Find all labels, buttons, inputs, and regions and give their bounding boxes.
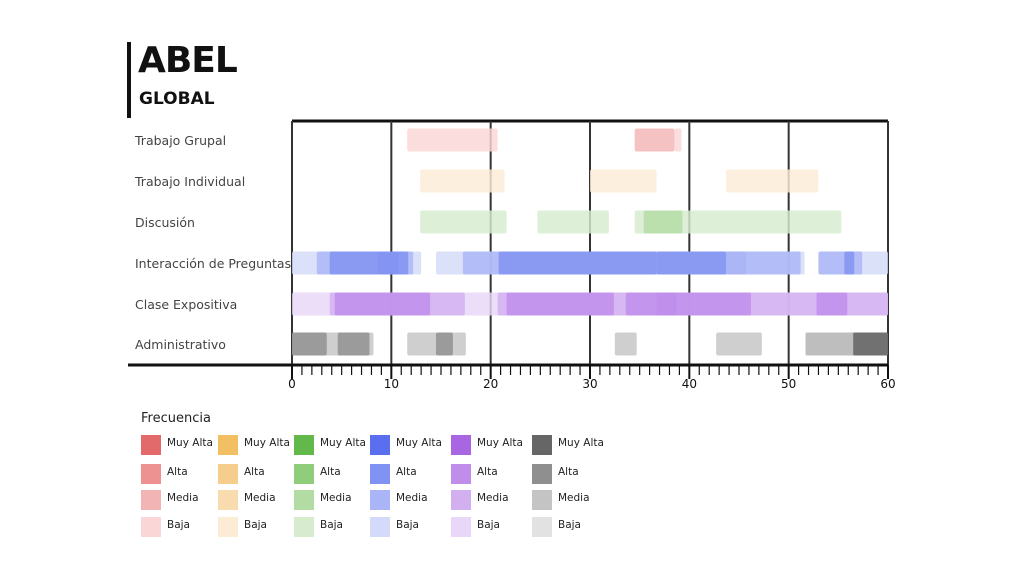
bar-segment: [334, 292, 431, 316]
legend-label: Alta: [167, 466, 188, 478]
legend-label: Baja: [396, 519, 419, 531]
legend-swatch: [532, 464, 552, 484]
bar-segment: [656, 251, 727, 275]
category-label: Trabajo Individual: [134, 174, 245, 189]
bar-segment: [420, 210, 507, 234]
bar-segment: [816, 292, 848, 316]
gantt-chart: Trabajo Grupal Trabajo Individual Discusió…: [128, 119, 896, 391]
bar-segment: [853, 332, 888, 356]
bar-segment: [377, 251, 399, 275]
legend-label: Baja: [558, 519, 581, 531]
legend-label: Media: [244, 492, 276, 504]
page-title: ABEL: [138, 40, 238, 81]
x-tick-label: 60: [880, 377, 895, 391]
legend-swatch: [294, 464, 314, 484]
bar-segment: [625, 292, 751, 316]
x-tick-label: 30: [582, 377, 597, 391]
legend-swatch: [370, 517, 390, 537]
legend-swatch: [451, 517, 471, 537]
x-tick-label: 40: [682, 377, 697, 391]
legend-label: Alta: [558, 466, 579, 478]
legend-swatch: [451, 464, 471, 484]
legend-label: Muy Alta: [320, 437, 366, 449]
x-tick-label: 0: [288, 377, 296, 391]
x-tick-label: 50: [781, 377, 796, 391]
bar-segment: [643, 210, 683, 234]
legend-label: Muy Alta: [396, 437, 442, 449]
bar-segment: [337, 332, 370, 356]
legend-swatch: [141, 464, 161, 484]
bar-segment: [506, 292, 614, 316]
legend-label: Baja: [244, 519, 267, 531]
legend-swatch: [370, 464, 390, 484]
legend-label: Media: [558, 492, 590, 504]
bar-segment: [634, 128, 675, 152]
category-label: Interacción de Preguntas: [135, 256, 291, 271]
legend-swatch: [370, 490, 390, 510]
legend-label: Alta: [477, 466, 498, 478]
legend-title: Frecuencia: [141, 411, 211, 426]
bar-segment: [674, 128, 682, 152]
legend-swatch: [141, 517, 161, 537]
bar-segment: [436, 332, 453, 356]
bar-segment: [407, 128, 498, 152]
bar-segment: [818, 251, 863, 275]
x-tick-label: 20: [483, 377, 498, 391]
page-subtitle: GLOBAL: [139, 89, 215, 109]
legend-swatch: [451, 435, 471, 455]
legend-swatch: [532, 517, 552, 537]
category-label: Clase Expositiva: [135, 297, 237, 312]
legend-swatch: [294, 517, 314, 537]
bar-segment: [656, 292, 677, 316]
legend-label: Media: [396, 492, 428, 504]
legend-swatch: [218, 464, 238, 484]
legend-label: Muy Alta: [167, 437, 213, 449]
legend-swatch: [451, 490, 471, 510]
legend-label: Muy Alta: [558, 437, 604, 449]
bar-segment: [590, 169, 657, 193]
legend-swatch: [370, 435, 390, 455]
legend-label: Baja: [477, 519, 500, 531]
legend-swatch: [218, 490, 238, 510]
legend-swatch: [294, 435, 314, 455]
bar-segment: [844, 251, 855, 275]
legend-swatch: [532, 490, 552, 510]
bar-segment: [537, 210, 609, 234]
legend-swatch: [294, 490, 314, 510]
legend-label: Alta: [396, 466, 417, 478]
bar-segment: [726, 169, 819, 193]
bar-segment: [420, 169, 505, 193]
legend-label: Alta: [244, 466, 265, 478]
bar-segment: [634, 210, 842, 234]
legend-label: Baja: [320, 519, 343, 531]
legend-label: Baja: [167, 519, 190, 531]
legend-swatch: [141, 490, 161, 510]
x-tick-label: 10: [384, 377, 399, 391]
legend-label: Muy Alta: [244, 437, 290, 449]
legend-label: Media: [320, 492, 352, 504]
title-accent-bar: [127, 42, 131, 118]
legend-swatch: [218, 517, 238, 537]
legend-label: Media: [167, 492, 199, 504]
category-label: Discusión: [135, 215, 195, 230]
legend-swatch: [218, 435, 238, 455]
bar-segment: [805, 332, 854, 356]
category-label: Administrativo: [135, 337, 226, 352]
category-label: Trabajo Grupal: [134, 133, 226, 148]
legend-label: Media: [477, 492, 509, 504]
bar-segment: [292, 332, 327, 356]
bar-segment: [716, 332, 762, 356]
legend-swatch: [141, 435, 161, 455]
legend-label: Muy Alta: [477, 437, 523, 449]
legend-swatch: [532, 435, 552, 455]
bar-segment: [614, 332, 637, 356]
bar-segment: [498, 251, 657, 275]
bar-segment: [726, 251, 746, 275]
legend-label: Alta: [320, 466, 341, 478]
